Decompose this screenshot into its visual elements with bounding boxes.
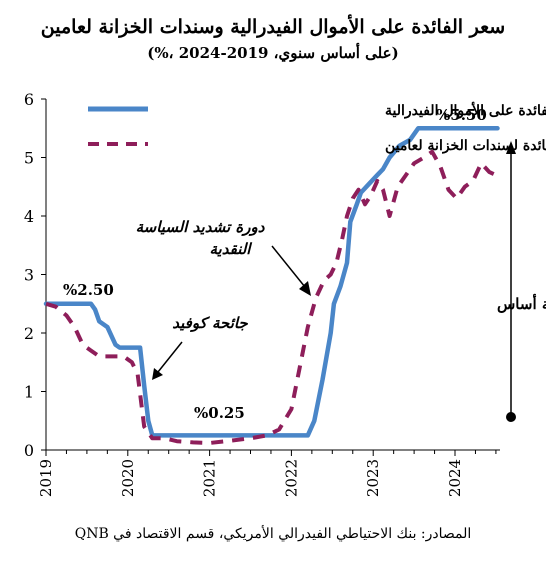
- legend: سعر الفائدة على الأموال الفيدرالية سعر ا…: [88, 101, 546, 154]
- tightening-label-line-1: دورة تشديد السياسة: [136, 218, 266, 236]
- chart-axes: 0 1 2 3 4 5 6 2019 2020 2021 2022 2023 2024: [24, 90, 500, 497]
- covid-arrow-head: [152, 368, 163, 380]
- legend-label-treasury: سعر الفائدة لسندات الخزانة لعامين: [385, 138, 546, 154]
- chart-title: سعر الفائدة على الأموال الفيدرالية وسندا…: [40, 16, 506, 38]
- change-arrow-base: [506, 412, 516, 422]
- legend-label-fed-funds: سعر الفائدة على الأموال الفيدرالية: [385, 101, 546, 119]
- series-line-fed-funds: [43, 126, 500, 438]
- x-tick-label: 2023: [364, 459, 382, 497]
- y-tick-label: 2: [24, 324, 34, 343]
- y-tick-label: 6: [24, 90, 34, 109]
- x-tick-label: 2022: [282, 459, 300, 497]
- x-tick-label: 2019: [37, 459, 55, 497]
- chart-subtitle: (%، على أساس سنوي، 2019-2024): [147, 44, 399, 62]
- y-tick-label: 5: [24, 149, 34, 168]
- x-tick-label: 2021: [201, 459, 219, 497]
- covid-label: جائحة كوفيد: [172, 314, 248, 332]
- peak-rate-label: %5.50: [436, 106, 487, 124]
- tightening-label-line-2: النقدية: [210, 240, 253, 258]
- y-tick-label: 4: [24, 207, 34, 226]
- change-arrow-head: [506, 141, 516, 154]
- source-note: المصادر: بنك الاحتياطي الفيدرالي الأمريك…: [74, 526, 472, 542]
- low-rate-label: %0.25: [194, 404, 245, 422]
- x-tick-label: 2024: [446, 459, 464, 497]
- change-label: 525 نقطة أساس: [497, 293, 546, 313]
- y-tick-label: 3: [24, 266, 34, 285]
- y-tick-label: 1: [24, 383, 34, 402]
- start-rate-label: %2.50: [63, 281, 114, 299]
- series-line-treasury: [45, 149, 497, 445]
- y-tick-label: 0: [24, 441, 34, 460]
- tightening-arrow: [271, 245, 306, 288]
- series-layer: [43, 126, 500, 445]
- covid-arrow: [157, 341, 183, 373]
- x-tick-label: 2020: [119, 459, 137, 497]
- tightening-arrow-head: [299, 281, 311, 296]
